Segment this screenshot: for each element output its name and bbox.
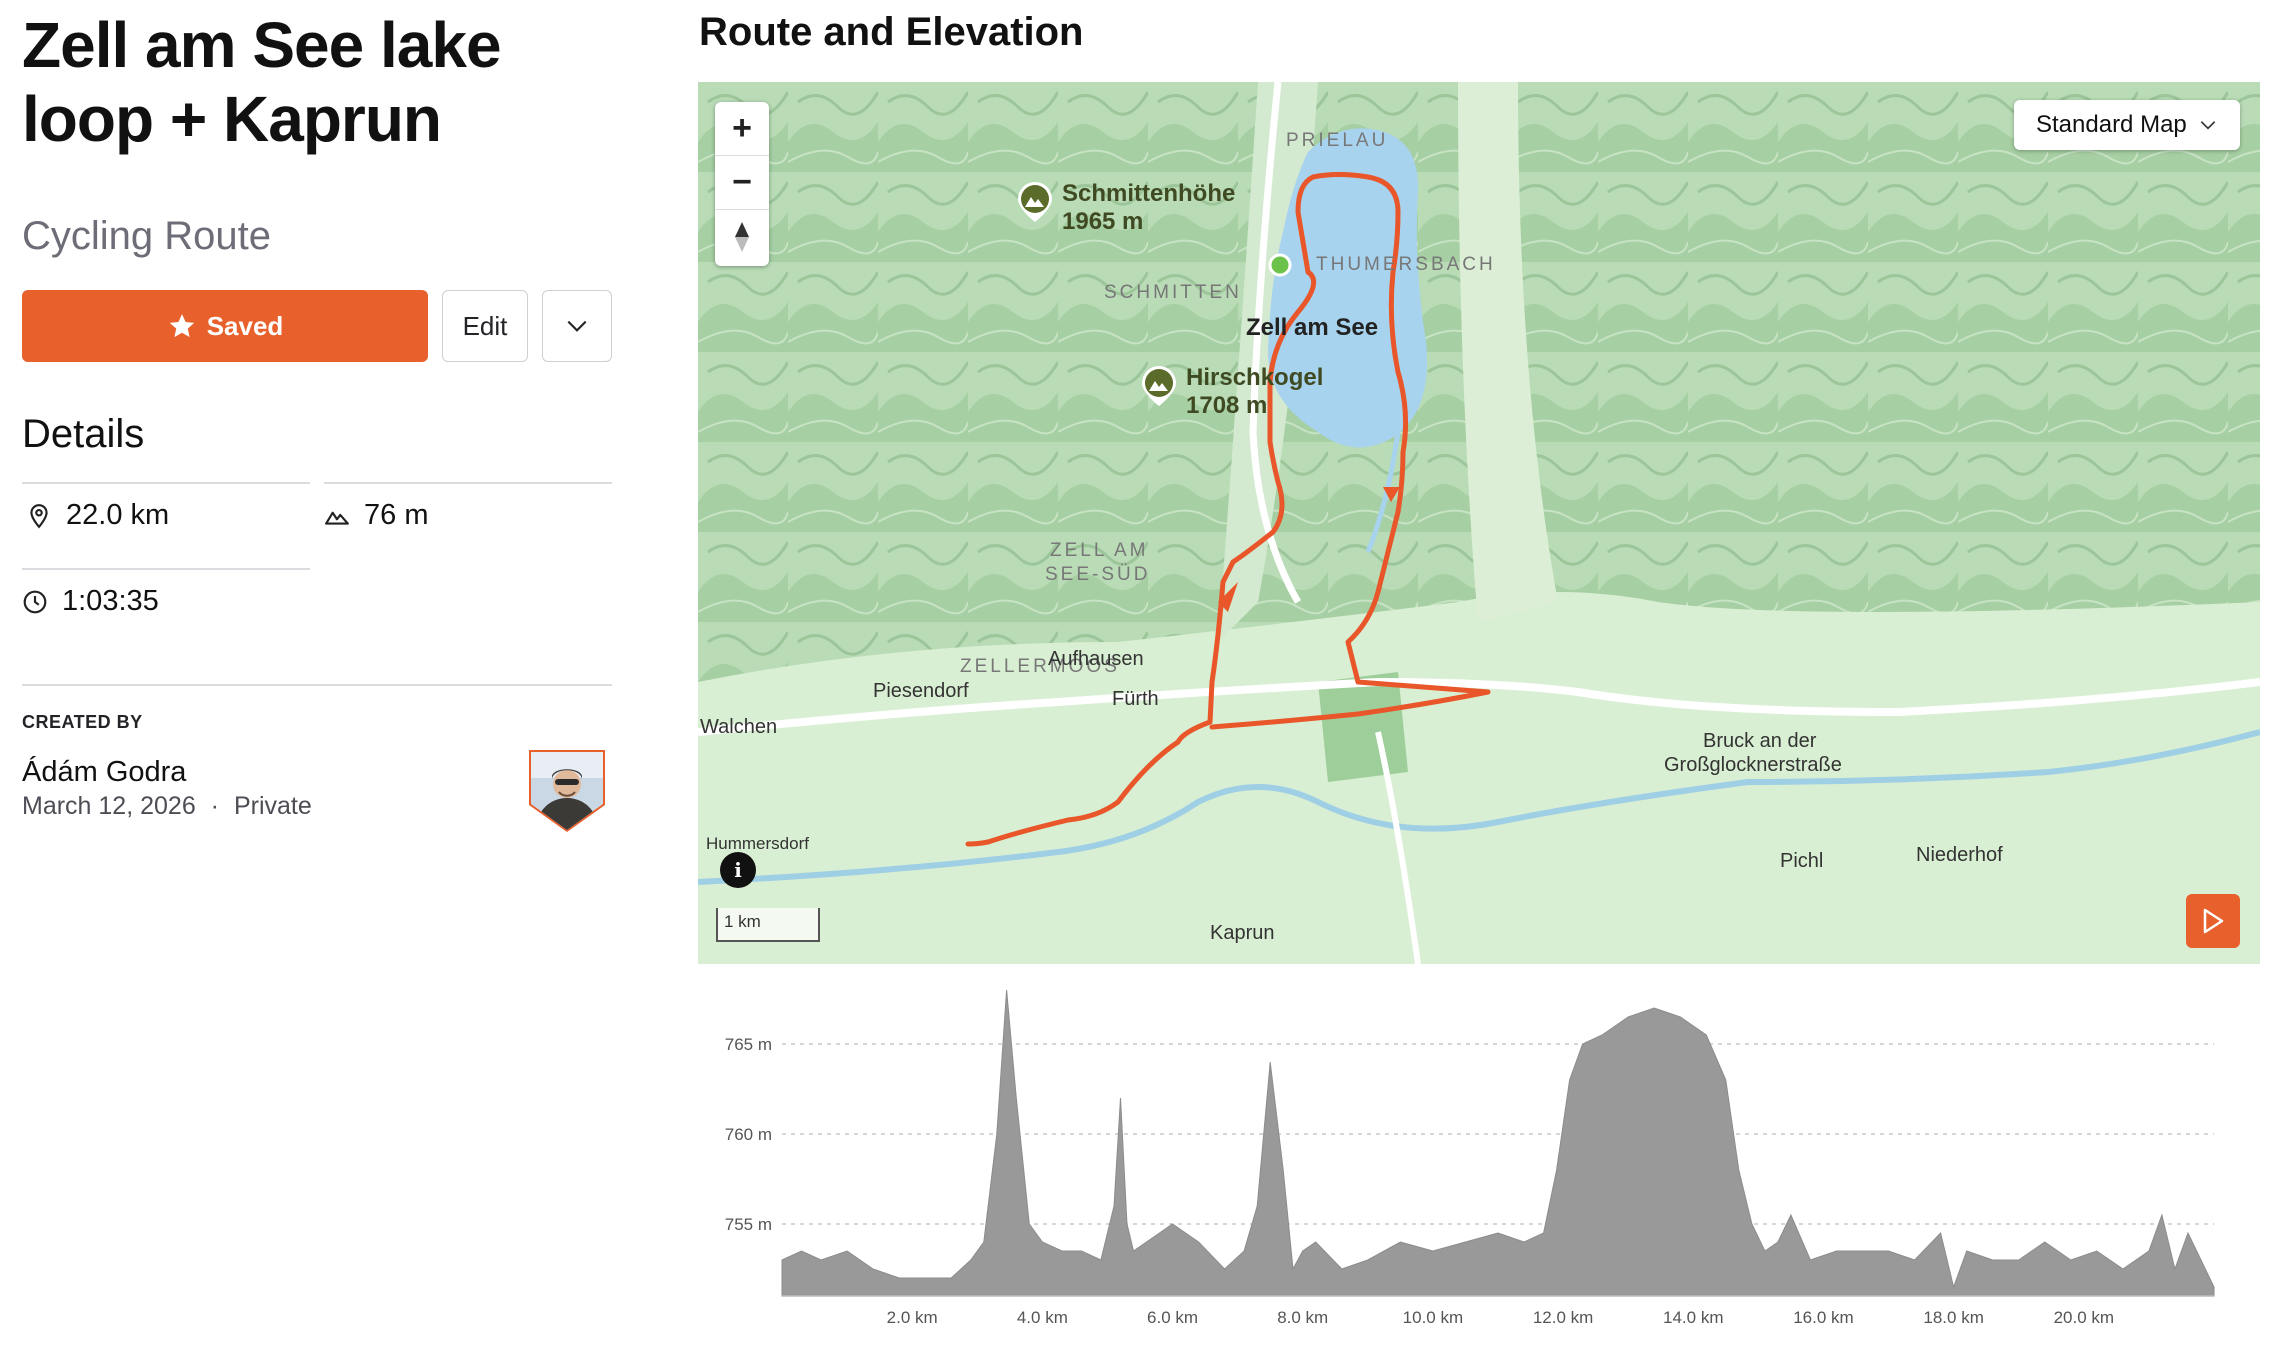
town-label: Zell am See <box>1246 314 1379 341</box>
x-tick-label: 2.0 km <box>887 1308 938 1327</box>
distance-value: 22.0 km <box>66 499 170 531</box>
zoom-controls: + − <box>715 102 769 266</box>
info-button[interactable]: i <box>720 852 756 888</box>
area-label: SCHMITTEN <box>1104 282 1242 303</box>
route-type: Cycling Route <box>22 214 272 258</box>
mountain-pin-icon <box>1142 366 1176 406</box>
compass-button[interactable] <box>715 210 769 264</box>
divider <box>324 482 612 484</box>
created-by-label: CREATED BY <box>22 712 143 732</box>
elevation-stat: 76 m <box>324 499 428 532</box>
peak-name: Schmittenhöhe <box>1062 180 1236 207</box>
section-title: Route and Elevation <box>699 10 1084 54</box>
y-tick-label: 755 m <box>725 1215 772 1234</box>
divider <box>22 482 310 484</box>
y-tick-label: 765 m <box>725 1035 772 1054</box>
peak-marker[interactable]: Schmittenhöhe 1965 m <box>1016 180 1235 236</box>
town-label: Piesendorf <box>873 680 969 702</box>
mountain-pin-icon <box>1018 182 1052 222</box>
area-label: SEE-SÜD <box>1045 564 1151 585</box>
town-label: Großglocknerstraße <box>1664 754 1842 776</box>
chevron-down-icon <box>567 320 587 332</box>
map-type-select[interactable]: Standard Map <box>2014 100 2240 150</box>
compass-icon <box>735 222 749 252</box>
area-label: THUMERSBACH <box>1316 254 1496 275</box>
x-tick-label: 16.0 km <box>1793 1308 1853 1327</box>
more-options-button[interactable] <box>542 290 612 362</box>
saved-button-label: Saved <box>206 310 284 341</box>
x-tick-label: 20.0 km <box>2054 1308 2114 1327</box>
area-label: ZELLERMOOS <box>960 656 1120 677</box>
town-label: Bruck an der <box>1703 730 1817 752</box>
town-label: Niederhof <box>1916 844 2003 866</box>
peak-marker[interactable]: Hirschkogel 1708 m <box>1140 364 1323 420</box>
creator-meta: March 12, 2026 · Private <box>22 792 312 821</box>
clock-icon <box>23 590 47 613</box>
created-date: March 12, 2026 <box>22 792 196 820</box>
divider <box>22 568 310 570</box>
town-label: Aufhausen <box>1048 648 1144 670</box>
map-scale: 1 km <box>716 908 820 942</box>
duration-stat: 1:03:35 <box>22 585 159 618</box>
area-label: PRIELAU <box>1286 130 1389 151</box>
star-icon <box>169 314 194 338</box>
play-icon <box>2203 908 2224 934</box>
duration-value: 1:03:35 <box>62 585 159 617</box>
meta-separator: · <box>210 792 219 820</box>
map-type-label: Standard Map <box>2036 111 2187 138</box>
x-tick-label: 6.0 km <box>1147 1308 1198 1327</box>
avatar[interactable] <box>527 748 607 834</box>
chevron-down-icon <box>2200 121 2216 130</box>
peak-name: Hirschkogel <box>1186 364 1324 391</box>
area-label: ZELL AM <box>1050 540 1149 561</box>
saved-button[interactable]: Saved <box>22 290 428 362</box>
zoom-out-button[interactable]: − <box>715 156 769 210</box>
town-label: Pichl <box>1780 850 1824 872</box>
x-tick-label: 8.0 km <box>1277 1308 1328 1327</box>
location-pin-icon <box>30 503 48 528</box>
peak-label: Hirschkogel 1708 m <box>1186 364 1323 420</box>
town-label: Walchen <box>700 716 778 738</box>
elevation-value: 76 m <box>364 499 429 531</box>
x-tick-label: 18.0 km <box>1923 1308 1983 1327</box>
mountain-icon <box>325 511 349 525</box>
divider <box>22 684 612 686</box>
flyover-play-button[interactable] <box>2186 894 2240 948</box>
x-tick-label: 10.0 km <box>1403 1308 1463 1327</box>
x-tick-label: 12.0 km <box>1533 1308 1593 1327</box>
map-base <box>698 82 2260 964</box>
route-map[interactable]: Schmittenhöhe 1965 m Hirschkogel 1708 m … <box>698 82 2260 964</box>
x-tick-label: 14.0 km <box>1663 1308 1723 1327</box>
peak-height: 1965 m <box>1062 208 1144 235</box>
elevation-area <box>781 989 2215 1297</box>
elevation-chart[interactable]: 755 m 760 m 765 m 2.0 km 4.0 km 6.0 km 8.0 km 1… <box>698 970 2260 1340</box>
edit-button[interactable]: Edit <box>442 290 528 362</box>
x-tick-label: 4.0 km <box>1017 1308 1068 1327</box>
town-label: Kaprun <box>1210 922 1275 944</box>
peak-label: Schmittenhöhe 1965 m <box>1062 180 1235 236</box>
peak-height: 1708 m <box>1186 392 1268 419</box>
y-tick-label: 760 m <box>725 1125 772 1144</box>
zoom-in-button[interactable]: + <box>715 102 769 156</box>
town-label: Fürth <box>1112 688 1159 710</box>
town-label: Hummersdorf <box>706 834 809 853</box>
details-heading: Details <box>22 412 145 456</box>
distance-stat: 22.0 km <box>26 499 169 532</box>
creator-name[interactable]: Ádám Godra <box>22 756 187 788</box>
route-title: Zell am See lake loop + Kaprun <box>22 9 502 155</box>
visibility-label: Private <box>233 792 312 820</box>
